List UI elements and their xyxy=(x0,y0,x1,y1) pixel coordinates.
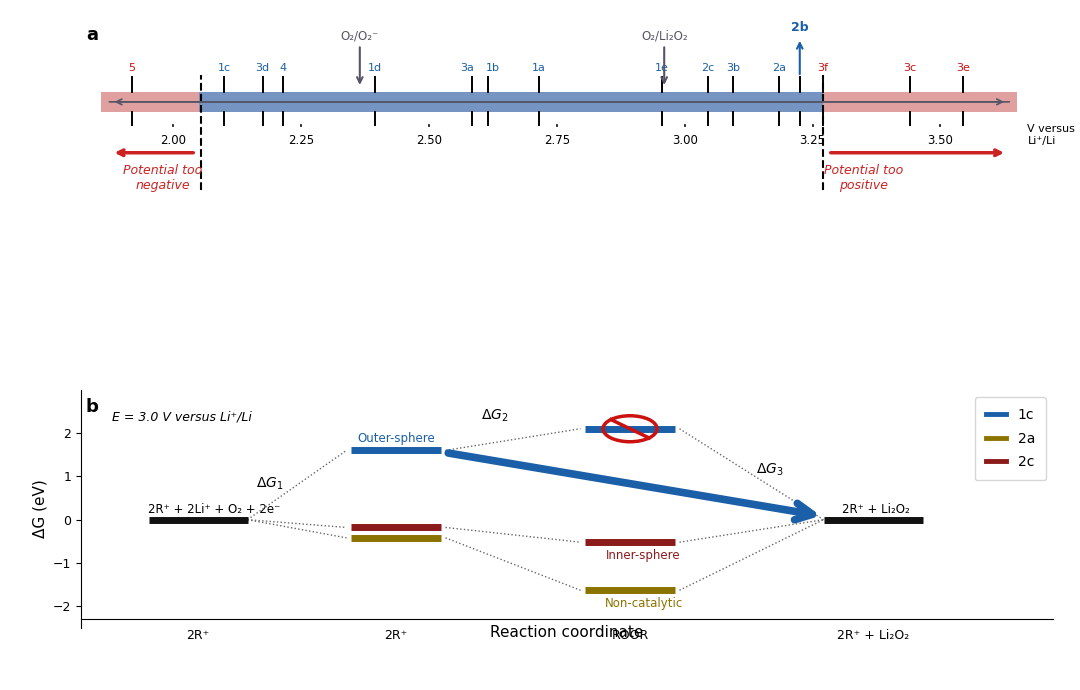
Bar xyxy=(199,92,823,112)
Text: 3.25: 3.25 xyxy=(799,135,825,148)
Text: 2.25: 2.25 xyxy=(288,135,314,148)
Text: 1e: 1e xyxy=(654,63,669,72)
Text: 2R⁺ + Li₂O₂: 2R⁺ + Li₂O₂ xyxy=(837,629,909,642)
Text: 3b: 3b xyxy=(726,63,740,72)
Y-axis label: ΔG (eV): ΔG (eV) xyxy=(32,480,48,538)
Text: 2R⁺: 2R⁺ xyxy=(384,629,407,642)
Text: 1c: 1c xyxy=(218,63,231,72)
Text: 3.50: 3.50 xyxy=(928,135,954,148)
X-axis label: Reaction coordinate: Reaction coordinate xyxy=(490,625,644,640)
Text: 1d: 1d xyxy=(368,63,382,72)
Text: 3f: 3f xyxy=(818,63,828,72)
Text: 3a: 3a xyxy=(460,63,474,72)
Text: Potential too
positive: Potential too positive xyxy=(824,164,903,192)
Text: 2c: 2c xyxy=(701,63,714,72)
Text: $\Delta G_2$: $\Delta G_2$ xyxy=(482,407,509,424)
Text: 2R⁺ + Li₂O₂: 2R⁺ + Li₂O₂ xyxy=(841,503,909,516)
Text: O₂/O₂⁻: O₂/O₂⁻ xyxy=(340,30,379,42)
Text: Inner-sphere: Inner-sphere xyxy=(606,549,680,562)
Text: Li⁺/Li: Li⁺/Li xyxy=(1027,136,1056,146)
Text: 1b: 1b xyxy=(486,63,500,72)
Text: a: a xyxy=(86,26,98,44)
Bar xyxy=(823,92,1017,112)
Text: 4: 4 xyxy=(280,63,286,72)
Text: O₂/Li₂O₂: O₂/Li₂O₂ xyxy=(640,30,688,42)
Text: 2.75: 2.75 xyxy=(543,135,570,148)
Text: 3d: 3d xyxy=(256,63,270,72)
Text: 3c: 3c xyxy=(903,63,916,72)
Text: $\Delta G_1$: $\Delta G_1$ xyxy=(256,476,284,493)
Text: 2a: 2a xyxy=(772,63,786,72)
Text: Outer-sphere: Outer-sphere xyxy=(357,432,435,445)
Text: V versus: V versus xyxy=(1027,124,1076,134)
Text: b: b xyxy=(85,398,98,417)
Text: 3.00: 3.00 xyxy=(672,135,698,148)
Text: ROOR: ROOR xyxy=(611,629,649,642)
Text: 3e: 3e xyxy=(957,63,971,72)
Text: 5: 5 xyxy=(129,63,136,72)
Text: 2R⁺ + 2Li⁺ + O₂ + 2e⁻: 2R⁺ + 2Li⁺ + O₂ + 2e⁻ xyxy=(149,503,281,516)
Text: 2b: 2b xyxy=(791,21,809,34)
Text: Non-catalytic: Non-catalytic xyxy=(605,597,683,610)
Text: 2R⁺: 2R⁺ xyxy=(187,629,210,642)
Text: E = 3.0 V versus Li⁺/Li: E = 3.0 V versus Li⁺/Li xyxy=(112,411,253,424)
Legend: 1c, 2a, 2c: 1c, 2a, 2c xyxy=(974,397,1047,480)
Text: $\Delta G_3$: $\Delta G_3$ xyxy=(756,462,783,478)
Bar xyxy=(102,92,199,112)
Text: Potential too
negative: Potential too negative xyxy=(123,164,202,192)
Text: 2.50: 2.50 xyxy=(416,135,442,148)
Text: 1a: 1a xyxy=(532,63,545,72)
Text: 2.00: 2.00 xyxy=(160,135,186,148)
